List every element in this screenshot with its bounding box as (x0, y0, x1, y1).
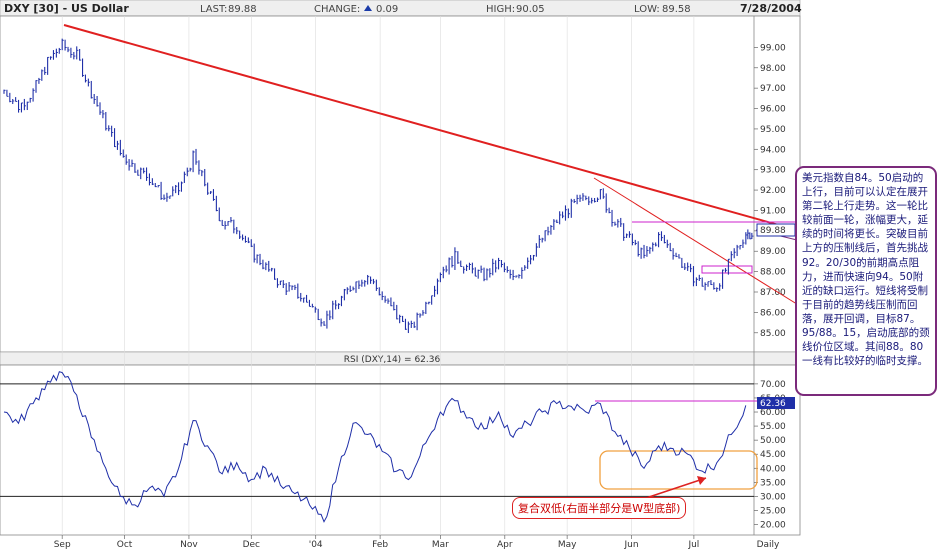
x-tick-label: Jul (687, 540, 699, 550)
x-tick-label: Daily (757, 540, 780, 550)
x-tick-label: Sep (54, 540, 71, 550)
x-tick-label: Apr (497, 540, 513, 550)
rsi-y-tick-label: 50.00 (760, 436, 786, 446)
price-panel (0, 15, 801, 353)
x-tick-label: Feb (372, 540, 388, 550)
header-last-label: LAST: (200, 4, 227, 15)
header-low-label: LOW: (634, 4, 660, 15)
price-y-tick-label: 97.00 (760, 84, 786, 94)
header-low-value: 89.58 (662, 4, 691, 15)
long-trendline (63, 24, 801, 232)
price-y-tick-label: 93.00 (760, 166, 786, 176)
callout-arrowhead-icon (697, 476, 706, 485)
header-date: 7/28/2004 (740, 2, 802, 15)
x-tick-label: Mar (432, 540, 449, 550)
header-high-value: 90.05 (516, 4, 545, 15)
x-tick-label: '04 (309, 540, 323, 550)
header-change-value: 0.09 (376, 4, 398, 15)
short-trendline (593, 177, 801, 307)
rsi-y-tick-label: 45.00 (760, 450, 786, 460)
header-last-value: 89.88 (228, 4, 257, 15)
price-y-tick-label: 95.00 (760, 125, 786, 135)
rsi-grid (0, 383, 754, 497)
rsi-line (3, 371, 747, 523)
rsi-y-tick-label: 25.00 (760, 506, 786, 516)
rsi-y-tick-label: 55.00 (760, 422, 786, 432)
price-last-label: 89.88 (760, 226, 786, 236)
callout-label: 复合双低(右面半部分是W型底部) (512, 497, 687, 519)
header-high-label: HIGH: (486, 4, 515, 15)
rsi-y-ticks: 20.00 25.00 30.00 35.00 40.00 45.00 50.00 55.00… (754, 380, 786, 531)
x-tick-label: May (558, 540, 577, 550)
price-y-tick-label: 85.00 (760, 329, 786, 339)
x-tick-label: Jun (624, 540, 639, 550)
price-y-tick-label: 96.00 (760, 105, 786, 115)
price-y-tick-label: 86.00 (760, 308, 786, 318)
price-grid (61, 16, 695, 535)
price-y-tick-label: 87.00 (760, 288, 786, 298)
rsi-y-tick-label: 30.00 (760, 492, 786, 502)
change-up-icon (364, 5, 372, 11)
rsi-y-tick-label: 20.00 (760, 521, 786, 531)
price-y-tick-label: 98.00 (760, 64, 786, 74)
callout-arrow-line (639, 477, 707, 501)
rsi-y-tick-label: 40.00 (760, 464, 786, 474)
x-tick-label: Nov (180, 540, 198, 550)
x-tick-label: Dec (243, 540, 260, 550)
rsi-y-tick-label: 60.00 (760, 408, 786, 418)
x-ticks: Sep Oct Nov Dec '04 Feb Mar Apr May Jun Jul Daily (54, 535, 780, 550)
annotation-box: 美元指数自84。50启动的上行，目前可以认定在展开第二轮上行走势。这一轮比较前面… (795, 166, 937, 396)
price-y-tick-label: 99.00 (760, 43, 786, 53)
rsi-last-label: 62.36 (760, 399, 786, 409)
price-y-tick-label: 94.00 (760, 145, 786, 155)
x-tick-label: Oct (117, 540, 133, 550)
price-y-tick-label: 88.00 (760, 268, 786, 278)
neckline-band (701, 265, 753, 274)
price-y-tick-label: 89.00 (760, 247, 786, 257)
header-symbol: DXY [30] - US Dollar (4, 2, 129, 15)
price-y-tick-label: 92.00 (760, 186, 786, 196)
series-layer (3, 38, 754, 523)
rsi-last-box (757, 397, 795, 409)
rsi-y-tick-label: 70.00 (760, 380, 786, 390)
rsi-title: RSI (DXY,14) = 62.36 (344, 355, 441, 365)
rsi-double-bottom-box (599, 450, 758, 490)
price-y-tick-label: 91.00 (760, 206, 786, 216)
rsi-y-tick-label: 35.00 (760, 478, 786, 488)
header-change-label: CHANGE: (314, 4, 360, 15)
